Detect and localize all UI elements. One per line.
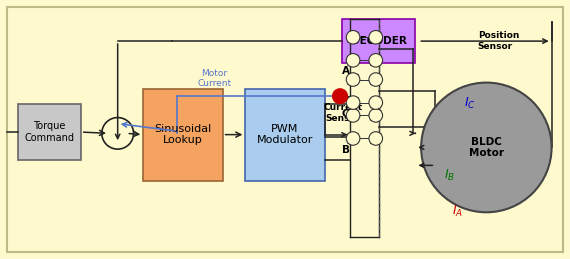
Text: Torque
Command: Torque Command: [25, 121, 75, 143]
Ellipse shape: [421, 83, 552, 212]
Text: Current
Sensor: Current Sensor: [323, 103, 363, 123]
Ellipse shape: [346, 132, 360, 145]
Ellipse shape: [346, 96, 360, 109]
FancyBboxPatch shape: [18, 104, 81, 160]
FancyBboxPatch shape: [342, 19, 416, 63]
FancyBboxPatch shape: [480, 112, 492, 120]
Ellipse shape: [369, 96, 382, 109]
Text: BLDC
Motor: BLDC Motor: [469, 137, 504, 158]
Ellipse shape: [346, 54, 360, 67]
FancyBboxPatch shape: [143, 89, 223, 181]
Ellipse shape: [369, 109, 382, 122]
Text: PWM
Modulator: PWM Modulator: [257, 124, 313, 145]
Text: $I_A$: $I_A$: [453, 204, 463, 219]
FancyBboxPatch shape: [245, 89, 325, 181]
Ellipse shape: [346, 73, 360, 86]
Ellipse shape: [369, 132, 382, 145]
Text: Sinusoidal
Lookup: Sinusoidal Lookup: [154, 124, 211, 145]
Ellipse shape: [346, 109, 360, 122]
Text: Position
Sensor: Position Sensor: [478, 31, 519, 51]
Ellipse shape: [369, 31, 382, 44]
Ellipse shape: [102, 118, 133, 149]
Ellipse shape: [369, 54, 382, 67]
FancyBboxPatch shape: [7, 6, 563, 253]
Text: C: C: [342, 109, 349, 119]
Ellipse shape: [346, 31, 360, 44]
Text: $I_C$: $I_C$: [463, 96, 475, 111]
Text: DECODER: DECODER: [351, 36, 406, 46]
Text: Motor
Current: Motor Current: [197, 69, 231, 88]
Text: B: B: [342, 145, 350, 155]
Text: $I_B$: $I_B$: [444, 168, 455, 183]
Text: A: A: [342, 66, 350, 76]
Ellipse shape: [369, 73, 382, 86]
Ellipse shape: [333, 89, 347, 104]
